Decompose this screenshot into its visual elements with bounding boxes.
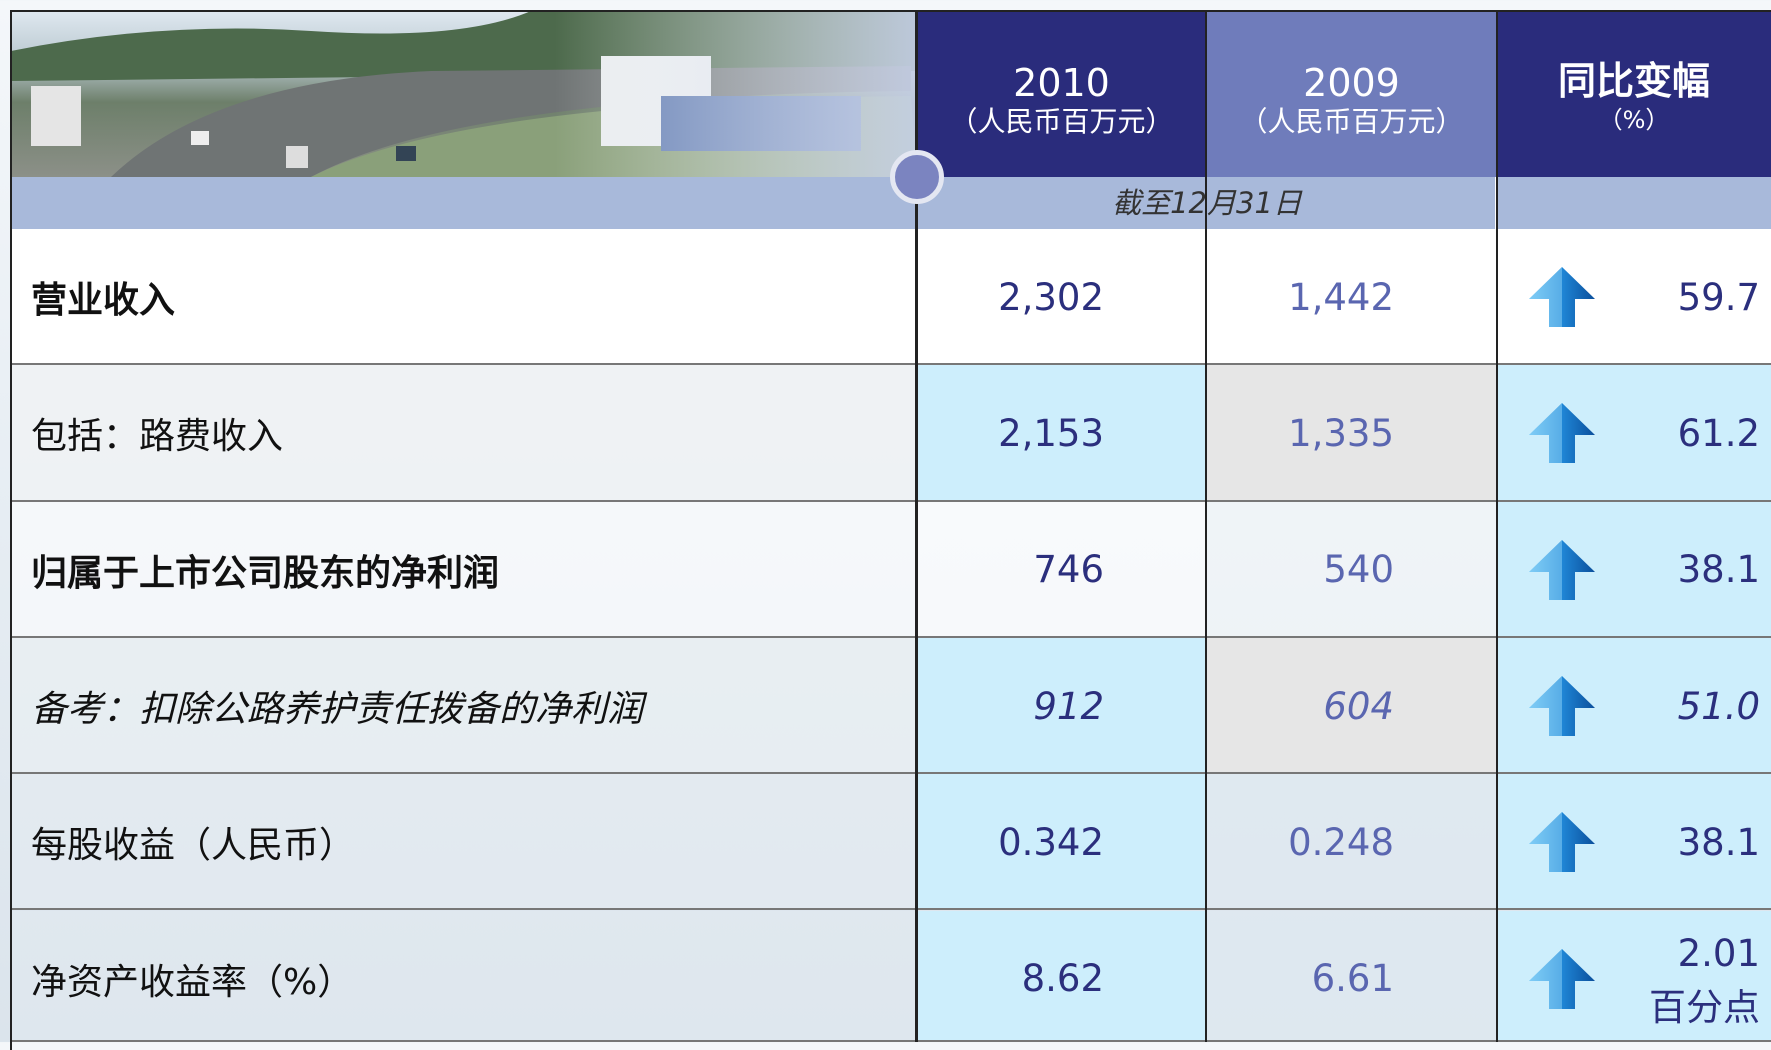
value-2009: 1,442 xyxy=(1288,275,1394,319)
cell xyxy=(917,774,1206,911)
header-2010: 2010 （人民币百万元） xyxy=(917,11,1206,177)
value-2009: 6.61 xyxy=(1311,957,1394,1001)
frame xyxy=(10,10,1771,1050)
col-line xyxy=(915,11,918,1042)
period: 截至12月31日 xyxy=(1112,186,1302,220)
photo-art xyxy=(11,11,917,177)
arrow-up xyxy=(1527,810,1597,874)
value-2009: 0.248 xyxy=(1288,820,1394,864)
value-2010: 8.62 xyxy=(1021,957,1104,1001)
header-change: 同比变幅 （%） xyxy=(1497,11,1771,177)
cell xyxy=(917,365,1206,502)
value-2009: 1,335 xyxy=(1288,411,1394,455)
value-2010: 2,302 xyxy=(998,275,1104,319)
header-2009: 2009 （人民币百万元） xyxy=(1206,11,1497,177)
arrow-up xyxy=(1527,401,1597,465)
cell xyxy=(917,910,1206,1042)
cell xyxy=(1206,365,1497,502)
change: 51.0 xyxy=(1677,684,1760,728)
cell xyxy=(1206,501,1497,638)
cell xyxy=(1206,637,1497,775)
year: 2010 xyxy=(1013,61,1110,105)
year: 2009 xyxy=(1303,61,1400,105)
cell xyxy=(1206,229,1497,366)
label-cell xyxy=(11,365,916,502)
row-label: 每股收益（人民币） xyxy=(31,825,356,867)
photo xyxy=(11,11,917,177)
change: 59.7 xyxy=(1677,275,1760,319)
label-cell xyxy=(11,229,916,366)
row-label: 包括：路费收入 xyxy=(31,416,284,458)
row-label: 备考：扣除公路养护责任拨备的净利润 xyxy=(31,689,644,731)
cell xyxy=(1206,910,1497,1042)
value-2009: 604 xyxy=(1323,684,1394,728)
change: 2.01 xyxy=(1677,932,1760,975)
change: 38.1 xyxy=(1677,548,1760,592)
value-2010: 746 xyxy=(1033,548,1104,592)
circle-deco xyxy=(890,150,944,204)
change: 61.2 xyxy=(1677,411,1760,455)
change-unit: 百分点 xyxy=(1649,985,1760,1029)
unit: （人民币百万元） xyxy=(949,105,1174,138)
arrow-up xyxy=(1527,947,1597,1011)
row-label: 归属于上市公司股东的净利润 xyxy=(31,552,500,594)
col-line xyxy=(1496,11,1498,1042)
cell xyxy=(917,501,1206,638)
unit: （人民币百万元） xyxy=(1239,105,1464,138)
unit: （%） xyxy=(1598,106,1670,134)
arrow-up xyxy=(1527,674,1597,738)
cell xyxy=(1206,774,1497,911)
value-2010: 2,153 xyxy=(998,411,1104,455)
value-2010: 912 xyxy=(1033,684,1104,728)
label-cell xyxy=(11,501,916,638)
value-2010: 0.342 xyxy=(998,820,1104,864)
row-label: 净资产收益率（%） xyxy=(31,961,354,1003)
label-cell xyxy=(11,774,916,911)
label-cell xyxy=(11,637,916,775)
cell xyxy=(917,637,1206,775)
row-label: 营业收入 xyxy=(31,280,176,322)
col-line xyxy=(1205,11,1207,1042)
cell xyxy=(1497,229,1771,366)
change-title: 同比变幅 xyxy=(1557,59,1710,103)
arrow-up xyxy=(1527,538,1597,602)
change: 38.1 xyxy=(1677,820,1760,864)
value-2009: 540 xyxy=(1323,548,1394,592)
label-cell xyxy=(11,910,916,1042)
cell xyxy=(917,229,1206,366)
arrow-up xyxy=(1527,265,1597,329)
